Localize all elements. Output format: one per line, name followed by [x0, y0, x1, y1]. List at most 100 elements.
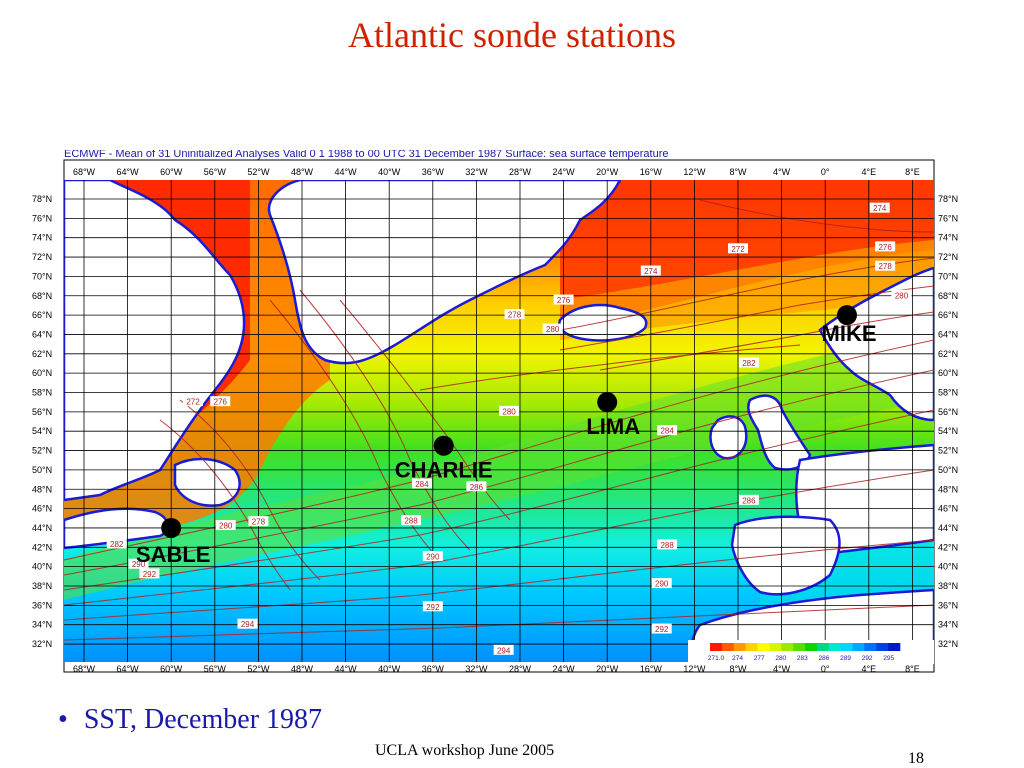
bullet-dot-icon: •: [58, 704, 68, 735]
contour-label-box: [728, 243, 748, 254]
colorbar-label: 289: [840, 655, 851, 662]
colorbar-label: 277: [754, 655, 765, 662]
top-lon-label: 4°W: [773, 167, 791, 177]
contour-label: 280: [219, 522, 233, 531]
bottom-lon-label: 60°W: [160, 664, 183, 674]
contour-label: 276: [557, 296, 571, 305]
colorbar-swatch: [757, 643, 770, 651]
bottom-lon-label: 32°W: [465, 664, 488, 674]
bottom-lon-label: 68°W: [73, 664, 96, 674]
top-lon-label: 16°W: [640, 167, 663, 177]
colorbar-swatch: [816, 643, 830, 651]
contour-label-box: [401, 515, 421, 526]
right-lat-label: 48°N: [938, 484, 958, 494]
right-lat-label: 40°N: [938, 562, 958, 572]
contour-label: 292: [143, 570, 157, 579]
bottom-lon-label: 52°W: [247, 664, 270, 674]
bottom-lon-label: 44°W: [335, 664, 358, 674]
top-lon-label: 0°: [821, 167, 830, 177]
contour-label: 286: [742, 496, 756, 505]
colorbar-swatch: [781, 643, 794, 651]
colorbar-label: 271.0: [708, 655, 725, 662]
right-lat-label: 56°N: [938, 407, 958, 417]
contour-label: 278: [252, 518, 266, 527]
right-lat-label: 54°N: [938, 426, 958, 436]
top-lon-label: 56°W: [204, 167, 227, 177]
colorbar-swatch: [864, 643, 877, 651]
contour-label: 282: [110, 540, 124, 549]
page-number: 18: [908, 750, 924, 767]
right-lat-label: 60°N: [938, 368, 958, 378]
contour-label-box: [651, 623, 672, 634]
colorbar-swatch: [710, 643, 723, 651]
left-lat-label: 36°N: [32, 600, 52, 610]
right-lat-label: 38°N: [938, 581, 958, 591]
map-caption: ECMWF - Mean of 31 Uninitialized Analyse…: [64, 150, 669, 160]
contour-label: 290: [132, 560, 146, 569]
bottom-lon-label: 40°W: [378, 664, 401, 674]
contour-label-box: [493, 644, 514, 655]
bottom-lon-label: 4°E: [861, 664, 876, 674]
contour-label-box: [411, 478, 432, 489]
bottom-lon-label: 64°W: [117, 664, 140, 674]
top-lon-label: 4°E: [861, 167, 876, 177]
isotherm-contours: [64, 199, 934, 641]
left-lat-label: 66°N: [32, 310, 52, 320]
colorbar-label: 280: [775, 655, 786, 662]
bottom-longitude-labels: 68°W 64°W 60°W 56°W 52°W 48°W 44°W 40°W 36°W 32°W…: [73, 664, 920, 674]
right-lat-label: 68°N: [938, 291, 958, 301]
contour-label: 280: [895, 291, 909, 300]
bottom-lon-label: 36°W: [422, 664, 445, 674]
contour-label: 280: [502, 407, 516, 416]
bottom-lon-label: 4°W: [773, 664, 791, 674]
station-marker: [837, 305, 857, 326]
left-lat-label: 52°N: [32, 446, 52, 456]
station-label: MIKE: [822, 321, 877, 346]
colorbar-swatch: [745, 643, 758, 651]
contour-labels: 274 272 276 278 274 280 276 278 280 282 276 272 280 2…: [106, 202, 912, 655]
left-lat-label: 60°N: [32, 368, 52, 378]
top-lon-label: 12°W: [683, 167, 706, 177]
right-latitude-labels: 78°N 76°N 74°N 72°N 70°N 68°N 66°N 64°N 62°N 60°N…: [938, 194, 958, 649]
contour-label-box: [542, 323, 563, 334]
contour-label: 274: [873, 204, 887, 213]
right-lat-label: 58°N: [938, 388, 958, 398]
contour-label: 290: [426, 552, 440, 561]
contour-label: 290: [655, 580, 669, 589]
left-lat-label: 74°N: [32, 233, 52, 243]
contour-label-box: [657, 425, 678, 436]
left-lat-label: 38°N: [32, 581, 52, 591]
right-lat-label: 64°N: [938, 329, 958, 339]
top-lon-label: 28°W: [509, 167, 532, 177]
left-lat-label: 62°N: [32, 349, 52, 359]
britain-land: [747, 394, 812, 471]
contour-label-box: [237, 618, 258, 629]
top-lon-label: 32°W: [465, 167, 488, 177]
contour-label-box: [248, 516, 269, 527]
contour-label: 292: [655, 625, 669, 634]
top-lon-label: 64°W: [117, 167, 140, 177]
right-lat-label: 34°N: [938, 620, 958, 630]
left-lat-label: 50°N: [32, 465, 52, 475]
top-lon-label: 44°W: [335, 167, 358, 177]
colorbar-label: 295: [883, 655, 894, 662]
bottom-lon-label: 56°W: [204, 664, 227, 674]
contour-label-box: [738, 494, 759, 505]
left-lat-label: 44°N: [32, 523, 52, 533]
ireland-land: [709, 415, 748, 460]
right-lat-label: 74°N: [938, 233, 958, 243]
scandinavia-land: [818, 266, 934, 422]
top-lon-label: 40°W: [378, 167, 401, 177]
north-america-land: [64, 180, 246, 502]
contour-label-box: [466, 481, 487, 492]
contour-label-box: [738, 357, 759, 368]
colorbar-label: 274: [732, 655, 743, 662]
left-latitude-labels: 78°N 76°N 74°N 72°N 70°N 68°N 66°N 64°N 62°N 60°N…: [32, 194, 52, 649]
bottom-lon-label: 16°W: [640, 664, 663, 674]
contour-label: 278: [878, 262, 892, 271]
bullet-text: SST, December 1987: [83, 704, 323, 735]
colorbar-legend: 271.0 274 277 280 283 286 289 292 295: [688, 640, 934, 664]
contour-label-box: [183, 396, 203, 407]
